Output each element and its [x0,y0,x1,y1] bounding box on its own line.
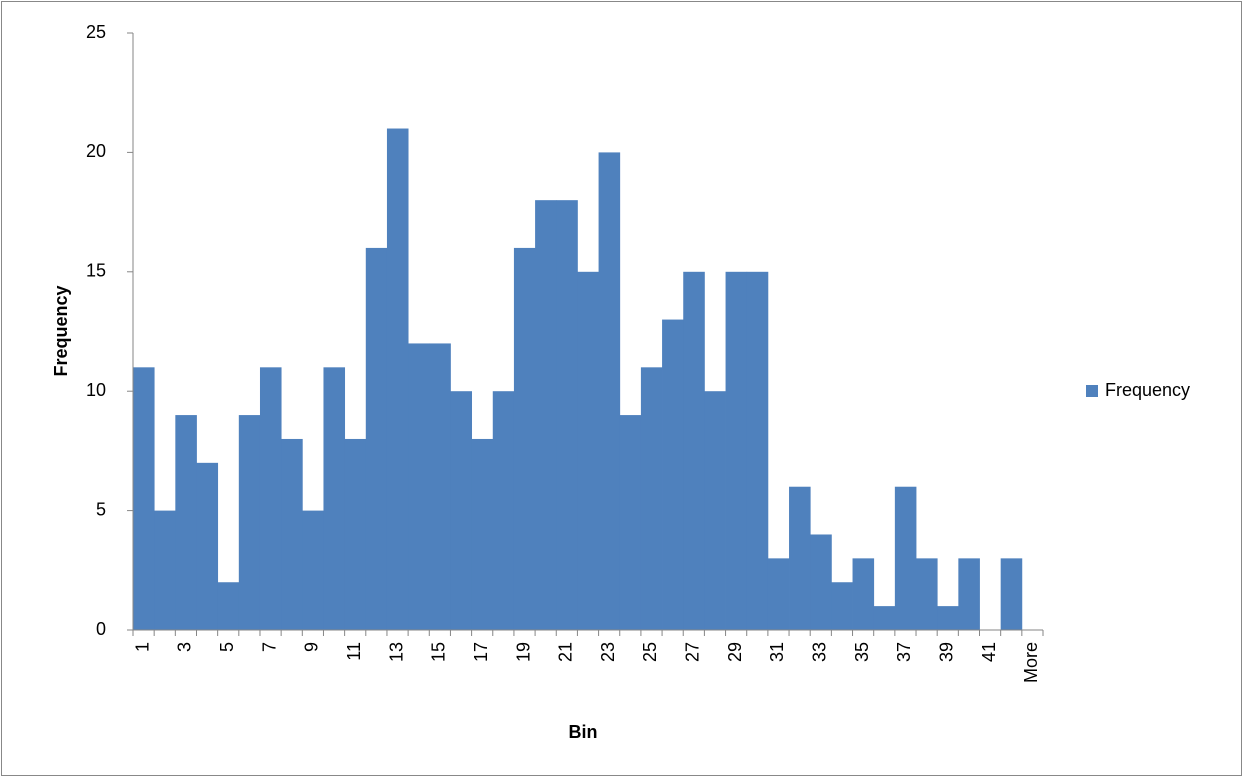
x-tick-label: 23 [598,642,618,662]
y-tick-label: 15 [86,261,106,281]
bar [598,152,621,630]
bar [916,558,938,630]
x-tick-label: 1 [132,642,152,652]
bar [852,558,875,630]
bar [640,367,663,630]
legend-label: Frequency [1105,380,1190,400]
bar [937,606,959,630]
bar [831,582,853,630]
bar [196,462,219,630]
x-tick-label: 15 [429,642,449,662]
bar [556,200,578,630]
bar [535,200,557,630]
bar [492,391,515,630]
x-tick-label: 13 [386,642,406,662]
bar [662,319,684,630]
bar [175,415,197,630]
bar [133,367,155,630]
bar [958,558,980,630]
bar [767,558,790,630]
bar [429,343,451,630]
bar [259,367,282,630]
bar [323,367,346,630]
bar [302,510,324,630]
y-axis-title: Frequency [51,285,71,376]
x-tick-label: 9 [302,642,322,652]
bar [577,271,599,630]
bar [154,510,176,630]
x-tick-label: 21 [556,642,576,662]
bar [746,271,769,630]
y-tick-label: 0 [96,619,106,639]
y-tick-label: 20 [86,141,106,161]
x-tick-label: 7 [259,642,279,652]
bar [725,271,748,630]
bar [789,486,811,630]
bar [408,343,430,630]
x-tick-label: 35 [852,642,872,662]
bar [365,247,388,631]
x-tick-label: 11 [344,642,364,661]
bar [810,534,832,630]
x-tick-label: 5 [217,642,237,652]
bar [894,486,917,630]
bar [873,606,896,630]
x-tick-label: 25 [640,642,660,662]
x-tick-label: 17 [471,642,491,662]
bar [683,271,705,630]
bar [386,128,409,630]
x-axis-title: Bin [569,722,598,742]
bar [1000,558,1023,630]
y-tick-label: 5 [96,499,106,519]
bar [344,438,367,630]
bar [217,582,240,630]
x-tick-label: 33 [810,642,830,662]
bar [513,247,536,631]
bar [450,391,473,630]
x-tick-label: 31 [767,642,787,662]
legend-swatch [1086,385,1098,397]
y-tick-label: 25 [86,22,106,42]
bar [471,438,494,630]
x-tick-label: More [1021,642,1041,683]
x-tick-label: 37 [894,642,914,662]
bar [619,415,642,630]
bar [704,391,726,630]
x-tick-label: 3 [175,642,195,652]
x-tick-label: 27 [683,642,703,662]
x-tick-label: 39 [937,642,957,662]
x-tick-label: 29 [725,642,745,662]
y-tick-label: 10 [86,380,106,400]
bar [238,415,261,630]
x-tick-label: 19 [513,642,533,662]
x-tick-label: 41 [979,642,999,662]
bar [281,438,303,630]
